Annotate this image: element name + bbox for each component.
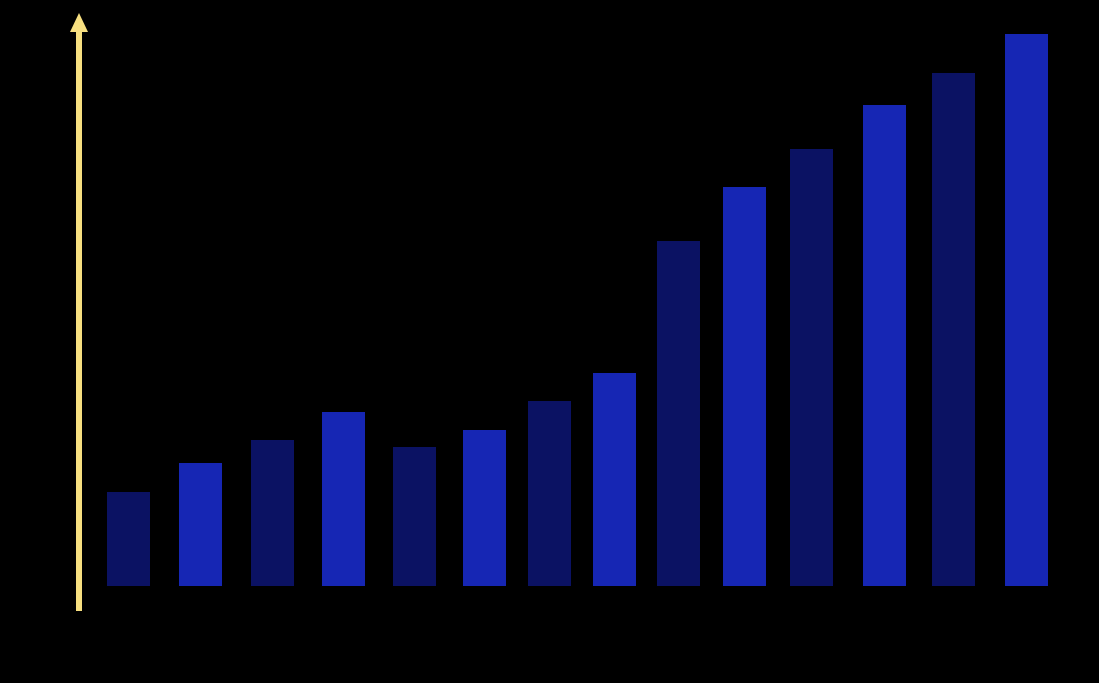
bar-7: [528, 401, 571, 586]
bar-4: [322, 412, 365, 586]
bar-2: [179, 463, 222, 586]
bar-10: [723, 187, 766, 586]
bar-9: [657, 241, 700, 586]
bar-5: [393, 447, 436, 586]
bar-1: [107, 492, 150, 586]
bar-12: [863, 105, 906, 586]
bar-8: [593, 373, 636, 586]
y-axis-line: [75, 28, 82, 611]
bar-13: [932, 73, 975, 586]
bar-6: [463, 430, 506, 586]
bar-11: [790, 149, 833, 586]
y-axis-arrowhead-icon: [69, 13, 88, 32]
bar-3: [251, 440, 294, 586]
bar-14: [1005, 34, 1048, 586]
